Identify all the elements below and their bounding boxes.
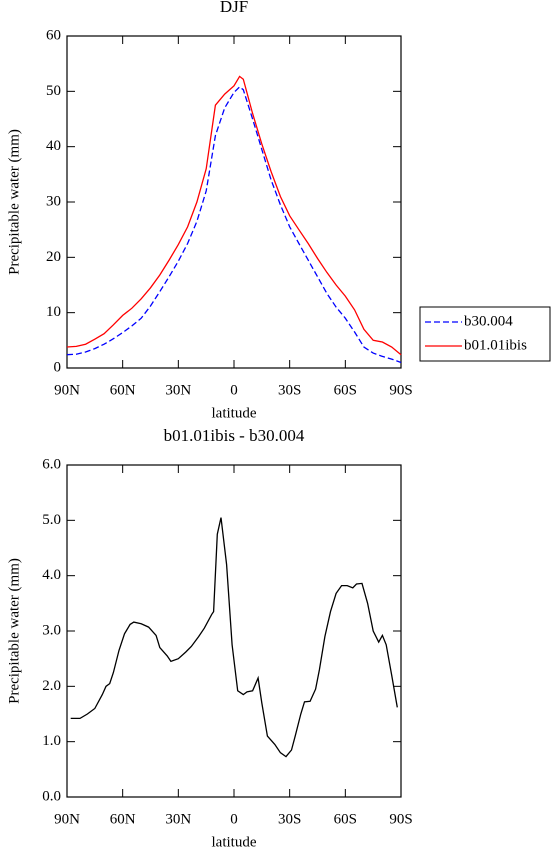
x-tick-label: 90N xyxy=(54,382,80,398)
x-tick-label: 0 xyxy=(230,811,238,827)
chart-title: DJF xyxy=(220,0,248,16)
x-axis-label: latitude xyxy=(212,834,257,850)
legend-box xyxy=(419,306,551,362)
y-tick-label: 30 xyxy=(46,193,61,209)
y-tick-label: 5.0 xyxy=(42,512,61,528)
y-tick-label: 50 xyxy=(46,83,61,99)
x-tick-label: 0 xyxy=(230,382,238,398)
x-tick-label: 90S xyxy=(389,382,412,398)
x-tick-label: 30N xyxy=(165,382,191,398)
x-tick-label: 60S xyxy=(334,811,357,827)
y-tick-label: 60 xyxy=(46,27,61,43)
chart-title: b01.01ibis - b30.004 xyxy=(164,426,305,445)
x-tick-label: 60N xyxy=(110,382,136,398)
y-tick-label: 40 xyxy=(46,138,61,154)
legend-label: b30.004 xyxy=(464,313,513,329)
y-axis-label: Precipitable water (mm) xyxy=(6,558,22,704)
y-tick-label: 10 xyxy=(46,304,61,320)
legend-label: b01.01ibis xyxy=(464,337,527,353)
x-tick-label: 90S xyxy=(389,811,412,827)
x-tick-label: 90N xyxy=(54,811,80,827)
x-axis-label: latitude xyxy=(212,405,257,421)
x-tick-label: 60S xyxy=(334,382,357,398)
plot-frame xyxy=(66,464,402,798)
y-tick-label: 0.0 xyxy=(42,788,61,804)
y-tick-label: 1.0 xyxy=(42,733,61,749)
y-tick-label: 3.0 xyxy=(42,622,61,638)
y-tick-label: 2.0 xyxy=(42,678,61,694)
x-tick-label: 30S xyxy=(278,811,301,827)
data-line xyxy=(66,75,402,356)
y-tick-label: 0 xyxy=(54,359,62,375)
x-tick-label: 60N xyxy=(110,811,136,827)
y-tick-label: 20 xyxy=(46,249,61,265)
y-tick-label: 6.0 xyxy=(42,456,61,472)
y-tick-label: 4.0 xyxy=(42,567,61,583)
data-line xyxy=(70,517,398,758)
data-line xyxy=(66,86,402,364)
x-tick-label: 30N xyxy=(165,811,191,827)
x-tick-label: 30S xyxy=(278,382,301,398)
y-axis-label: Precipitable water (mm) xyxy=(6,129,22,275)
